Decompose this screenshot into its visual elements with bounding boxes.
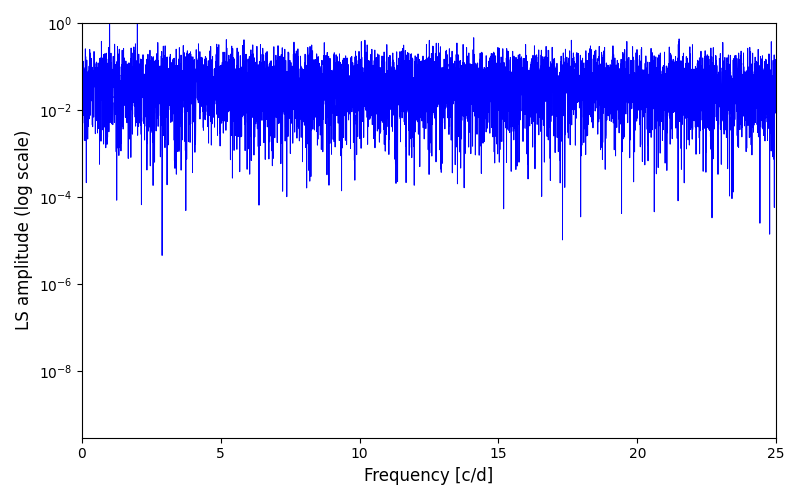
X-axis label: Frequency [c/d]: Frequency [c/d] xyxy=(364,467,494,485)
Y-axis label: LS amplitude (log scale): LS amplitude (log scale) xyxy=(15,130,33,330)
